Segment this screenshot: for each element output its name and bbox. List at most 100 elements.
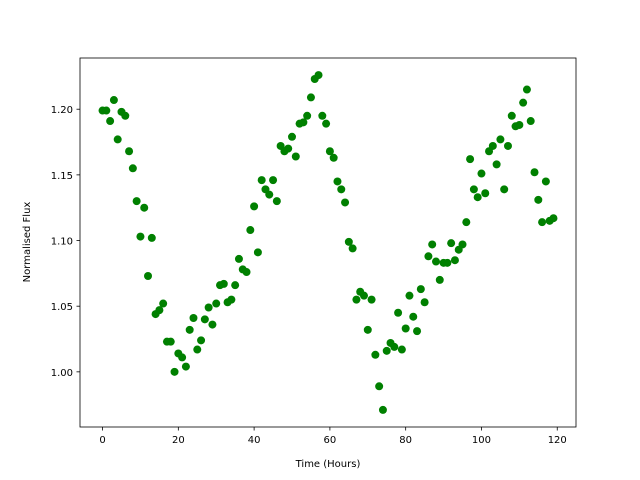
data-point bbox=[219, 279, 228, 288]
data-point bbox=[113, 135, 122, 144]
data-point bbox=[549, 214, 558, 223]
data-point bbox=[541, 177, 550, 186]
data-point bbox=[447, 239, 456, 248]
data-point bbox=[269, 176, 278, 185]
data-point bbox=[507, 111, 516, 120]
data-point bbox=[496, 135, 505, 144]
data-point bbox=[538, 218, 547, 227]
x-tick-label: 120 bbox=[548, 435, 567, 446]
data-point bbox=[227, 295, 236, 304]
data-point bbox=[375, 382, 384, 391]
data-point bbox=[409, 312, 418, 321]
data-point bbox=[394, 308, 403, 317]
data-point bbox=[363, 325, 372, 334]
data-point bbox=[325, 147, 334, 156]
data-point bbox=[197, 336, 206, 345]
data-point bbox=[348, 244, 357, 253]
data-point bbox=[253, 248, 262, 257]
data-point bbox=[329, 153, 338, 162]
data-point bbox=[242, 268, 251, 277]
data-point bbox=[178, 353, 187, 362]
data-point bbox=[337, 185, 346, 194]
data-point bbox=[136, 232, 145, 241]
data-point bbox=[155, 306, 164, 315]
data-point bbox=[522, 85, 531, 94]
data-point bbox=[477, 169, 486, 178]
data-point bbox=[503, 141, 512, 150]
data-point bbox=[500, 185, 509, 194]
data-point bbox=[450, 256, 459, 265]
data-point bbox=[344, 237, 353, 246]
data-point bbox=[314, 71, 323, 80]
data-point bbox=[443, 258, 452, 267]
data-point bbox=[401, 324, 410, 333]
x-tick-label: 100 bbox=[472, 435, 491, 446]
data-point bbox=[250, 202, 259, 211]
data-point bbox=[291, 152, 300, 161]
data-point bbox=[102, 106, 111, 115]
data-point bbox=[397, 345, 406, 354]
data-point bbox=[132, 197, 141, 206]
data-point bbox=[318, 111, 327, 120]
x-tick-label: 0 bbox=[99, 435, 105, 446]
data-point bbox=[530, 168, 539, 177]
data-point bbox=[466, 155, 475, 164]
data-point bbox=[413, 327, 422, 336]
data-point bbox=[420, 298, 429, 307]
data-point bbox=[272, 197, 281, 206]
data-point bbox=[352, 295, 361, 304]
data-point bbox=[125, 147, 134, 156]
y-axis-label: Normalised Flux bbox=[22, 202, 33, 283]
data-point bbox=[435, 275, 444, 284]
data-point bbox=[431, 257, 440, 266]
y-tick-label: 1.00 bbox=[51, 368, 73, 379]
data-point bbox=[492, 160, 501, 169]
data-point bbox=[322, 119, 331, 128]
x-tick-label: 80 bbox=[399, 435, 412, 446]
plot-frame bbox=[79, 57, 577, 428]
y-tick-label: 1.05 bbox=[51, 302, 73, 313]
data-point bbox=[144, 271, 153, 280]
data-point bbox=[359, 291, 368, 300]
data-point bbox=[140, 203, 149, 212]
data-point bbox=[515, 120, 524, 129]
data-point bbox=[458, 240, 467, 249]
data-point bbox=[469, 185, 478, 194]
data-point bbox=[390, 342, 399, 351]
data-point bbox=[382, 346, 391, 355]
data-point bbox=[405, 291, 414, 300]
data-point bbox=[473, 193, 482, 202]
x-tick-label: 40 bbox=[248, 435, 261, 446]
data-point bbox=[170, 367, 179, 376]
data-point bbox=[246, 226, 255, 235]
data-point bbox=[109, 96, 118, 105]
y-tick-label: 1.10 bbox=[51, 237, 73, 248]
data-point bbox=[416, 285, 425, 294]
x-tick-label: 60 bbox=[324, 435, 337, 446]
data-point bbox=[106, 117, 115, 126]
x-axis-label: Time (Hours) bbox=[295, 459, 361, 470]
data-point bbox=[181, 362, 190, 371]
data-point bbox=[424, 252, 433, 261]
data-point bbox=[481, 189, 490, 198]
data-point bbox=[367, 295, 376, 304]
data-point bbox=[333, 177, 342, 186]
data-point bbox=[212, 299, 221, 308]
data-point bbox=[299, 118, 308, 127]
data-point bbox=[303, 111, 312, 120]
data-point bbox=[534, 195, 543, 204]
x-tick-label: 20 bbox=[172, 435, 185, 446]
data-point bbox=[128, 164, 137, 173]
data-point bbox=[193, 345, 202, 354]
data-point bbox=[462, 218, 471, 227]
data-point bbox=[519, 98, 528, 107]
data-point bbox=[371, 350, 380, 359]
y-tick-label: 1.15 bbox=[51, 171, 73, 182]
data-point bbox=[288, 132, 297, 141]
data-point bbox=[526, 117, 535, 126]
data-point bbox=[306, 93, 315, 102]
data-point bbox=[121, 111, 130, 120]
data-point bbox=[378, 405, 387, 414]
data-point bbox=[284, 144, 293, 153]
data-point bbox=[166, 337, 175, 346]
